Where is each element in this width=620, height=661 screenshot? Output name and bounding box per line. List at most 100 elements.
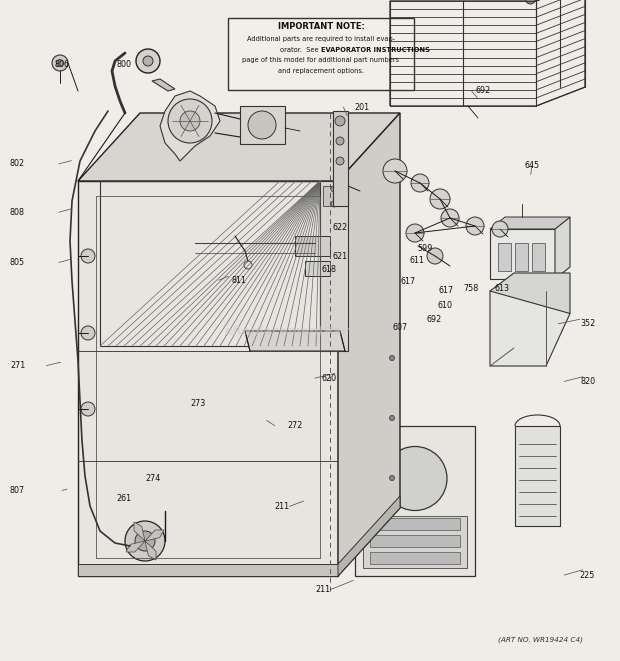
Bar <box>100 181 320 346</box>
Text: page of this model for additional part numbers: page of this model for additional part n… <box>242 57 399 63</box>
Circle shape <box>180 111 200 131</box>
Circle shape <box>466 217 484 235</box>
Bar <box>498 243 511 271</box>
Text: 802: 802 <box>10 159 25 169</box>
Circle shape <box>331 186 337 192</box>
Circle shape <box>383 159 407 183</box>
Circle shape <box>406 224 424 242</box>
Bar <box>370 552 460 564</box>
Bar <box>370 518 460 530</box>
Text: 620: 620 <box>321 373 336 383</box>
Circle shape <box>56 59 63 67</box>
Polygon shape <box>145 541 156 560</box>
Polygon shape <box>490 273 570 313</box>
Text: eReplacementParts.com: eReplacementParts.com <box>224 325 396 338</box>
Text: 800: 800 <box>117 59 131 69</box>
Text: 272: 272 <box>288 421 303 430</box>
Text: 352: 352 <box>580 319 595 329</box>
Circle shape <box>125 521 165 561</box>
Text: 805: 805 <box>10 258 25 267</box>
Text: 645: 645 <box>525 161 539 170</box>
Polygon shape <box>126 541 145 552</box>
Circle shape <box>136 49 160 73</box>
Polygon shape <box>78 181 338 576</box>
Text: 692: 692 <box>476 86 491 95</box>
Polygon shape <box>338 113 400 576</box>
Bar <box>320 181 348 351</box>
Circle shape <box>52 55 68 71</box>
Text: 211: 211 <box>316 585 330 594</box>
Text: 599: 599 <box>418 244 433 253</box>
Text: IMPORTANT NOTE:: IMPORTANT NOTE: <box>278 22 365 31</box>
Circle shape <box>389 356 394 360</box>
Text: 811: 811 <box>231 276 246 285</box>
Circle shape <box>492 221 508 237</box>
Text: 607: 607 <box>392 323 407 332</box>
Bar <box>228 18 414 90</box>
Circle shape <box>81 402 95 416</box>
Circle shape <box>335 116 345 126</box>
Circle shape <box>248 111 276 139</box>
Circle shape <box>427 248 443 264</box>
Text: and replacement options.: and replacement options. <box>278 67 364 73</box>
Text: Additional parts are required to install evap-: Additional parts are required to install… <box>247 36 395 42</box>
Bar <box>295 236 330 256</box>
Text: 211: 211 <box>275 502 290 511</box>
Text: 808: 808 <box>10 208 25 217</box>
Bar <box>370 535 460 547</box>
Circle shape <box>135 531 155 551</box>
Polygon shape <box>555 217 570 279</box>
Polygon shape <box>490 217 570 229</box>
Text: orator.  See: orator. See <box>280 46 321 52</box>
Circle shape <box>81 249 95 263</box>
Circle shape <box>383 446 447 510</box>
Text: 201: 201 <box>355 102 370 112</box>
Circle shape <box>525 0 536 4</box>
Circle shape <box>389 475 394 481</box>
Text: 611: 611 <box>409 256 424 265</box>
Bar <box>355 426 475 576</box>
Text: 758: 758 <box>464 284 479 293</box>
Bar <box>532 243 545 271</box>
Circle shape <box>143 56 153 66</box>
Text: 274: 274 <box>146 474 161 483</box>
Text: 820: 820 <box>580 377 595 386</box>
Text: 613: 613 <box>495 284 510 293</box>
Text: 261: 261 <box>117 494 131 503</box>
Polygon shape <box>152 79 175 91</box>
Circle shape <box>411 174 429 192</box>
Text: EVAPORATOR INSTRUCTIONS: EVAPORATOR INSTRUCTIONS <box>321 46 430 52</box>
Circle shape <box>389 416 394 420</box>
Polygon shape <box>134 522 145 541</box>
Text: 271: 271 <box>11 361 26 370</box>
Text: 617: 617 <box>401 277 415 286</box>
Text: 617: 617 <box>439 286 454 295</box>
Text: 692: 692 <box>427 315 441 324</box>
Text: 618: 618 <box>321 265 336 274</box>
Text: 225: 225 <box>580 570 595 580</box>
Text: 610: 610 <box>438 301 453 310</box>
Polygon shape <box>490 229 555 279</box>
Circle shape <box>336 137 344 145</box>
Circle shape <box>430 189 450 209</box>
Polygon shape <box>160 91 220 161</box>
Bar <box>363 516 467 568</box>
Bar <box>515 243 528 271</box>
Polygon shape <box>145 530 164 541</box>
Polygon shape <box>78 113 400 181</box>
Circle shape <box>331 201 337 207</box>
Polygon shape <box>490 291 570 366</box>
Bar <box>323 186 345 206</box>
Circle shape <box>168 99 212 143</box>
Polygon shape <box>245 331 345 351</box>
Bar <box>240 106 285 144</box>
Text: (ART NO. WR19424 C4): (ART NO. WR19424 C4) <box>497 637 583 643</box>
Text: 273: 273 <box>191 399 206 408</box>
Circle shape <box>441 209 459 227</box>
Text: 622: 622 <box>332 223 347 232</box>
Text: 621: 621 <box>332 252 347 261</box>
Circle shape <box>336 157 344 165</box>
Polygon shape <box>338 496 400 576</box>
Polygon shape <box>78 564 338 576</box>
Circle shape <box>81 326 95 340</box>
